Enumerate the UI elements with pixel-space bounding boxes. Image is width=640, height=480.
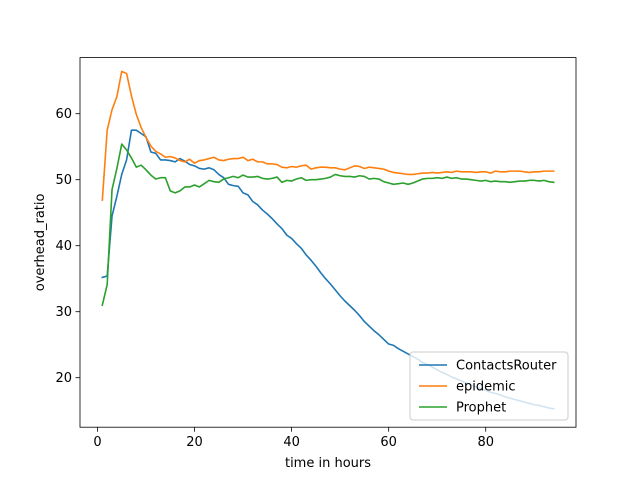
x-tick-label: 0 (93, 435, 101, 450)
y-tick-label: 20 (55, 371, 72, 386)
legend: ContactsRouter epidemic Prophet (409, 351, 569, 421)
y-axis: 20 30 40 50 60 (55, 107, 80, 386)
x-tick-label: 60 (380, 435, 397, 450)
x-tick-label: 20 (186, 435, 203, 450)
y-tick-label: 60 (55, 107, 72, 122)
y-tick-label: 30 (55, 305, 72, 320)
legend-label: Prophet (456, 401, 506, 416)
y-tick-label: 50 (55, 173, 72, 188)
y-tick-label: 40 (55, 239, 72, 254)
legend-label: epidemic (456, 380, 516, 395)
y-axis-label: overhead_ratio (33, 194, 48, 292)
legend-box (409, 351, 569, 421)
legend-label: ContactsRouter (456, 359, 557, 374)
x-tick-label: 80 (477, 435, 494, 450)
x-axis: 0 20 40 60 80 (93, 427, 494, 450)
x-axis-label: time in hours (285, 456, 371, 471)
plot-frame (79, 57, 577, 428)
series-line-prophet (101, 143, 555, 307)
series-line-epidemic (101, 70, 555, 202)
x-tick-label: 40 (283, 435, 300, 450)
